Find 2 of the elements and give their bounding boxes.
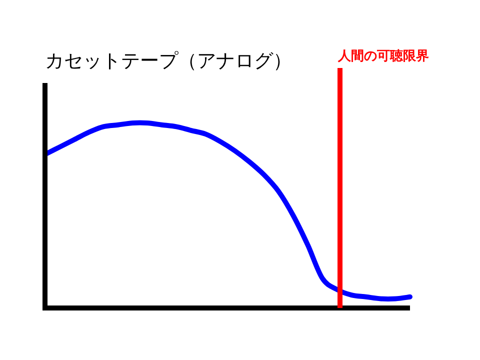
text: 人間の可聴限界: [337, 48, 429, 63]
chart-title: カセットテープ（アナログ）: [45, 51, 292, 72]
